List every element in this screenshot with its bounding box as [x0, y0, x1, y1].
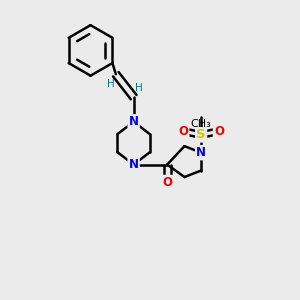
Text: CH₃: CH₃ — [191, 119, 212, 129]
Text: O: O — [178, 125, 188, 138]
Text: S: S — [196, 128, 206, 141]
Text: N: N — [196, 146, 206, 159]
Text: O: O — [162, 176, 172, 189]
Text: O: O — [214, 125, 224, 138]
Text: N: N — [129, 158, 139, 171]
Text: H: H — [107, 79, 115, 89]
Text: H: H — [135, 83, 143, 93]
Text: N: N — [129, 115, 139, 128]
